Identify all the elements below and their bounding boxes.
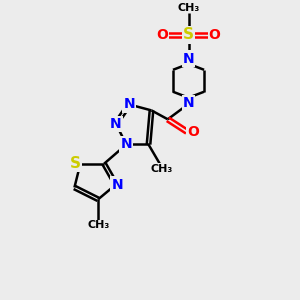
Text: CH₃: CH₃ <box>150 164 172 174</box>
Text: N: N <box>121 137 132 152</box>
Text: O: O <box>157 28 168 42</box>
Text: S: S <box>183 27 194 42</box>
Text: O: O <box>187 125 199 139</box>
Text: N: N <box>110 117 122 131</box>
Text: CH₃: CH₃ <box>177 3 200 13</box>
Text: N: N <box>112 178 123 191</box>
Text: CH₃: CH₃ <box>87 220 109 230</box>
Text: N: N <box>183 96 194 110</box>
Text: N: N <box>123 98 135 112</box>
Text: N: N <box>183 52 194 65</box>
Text: O: O <box>209 28 220 42</box>
Text: S: S <box>70 156 80 171</box>
